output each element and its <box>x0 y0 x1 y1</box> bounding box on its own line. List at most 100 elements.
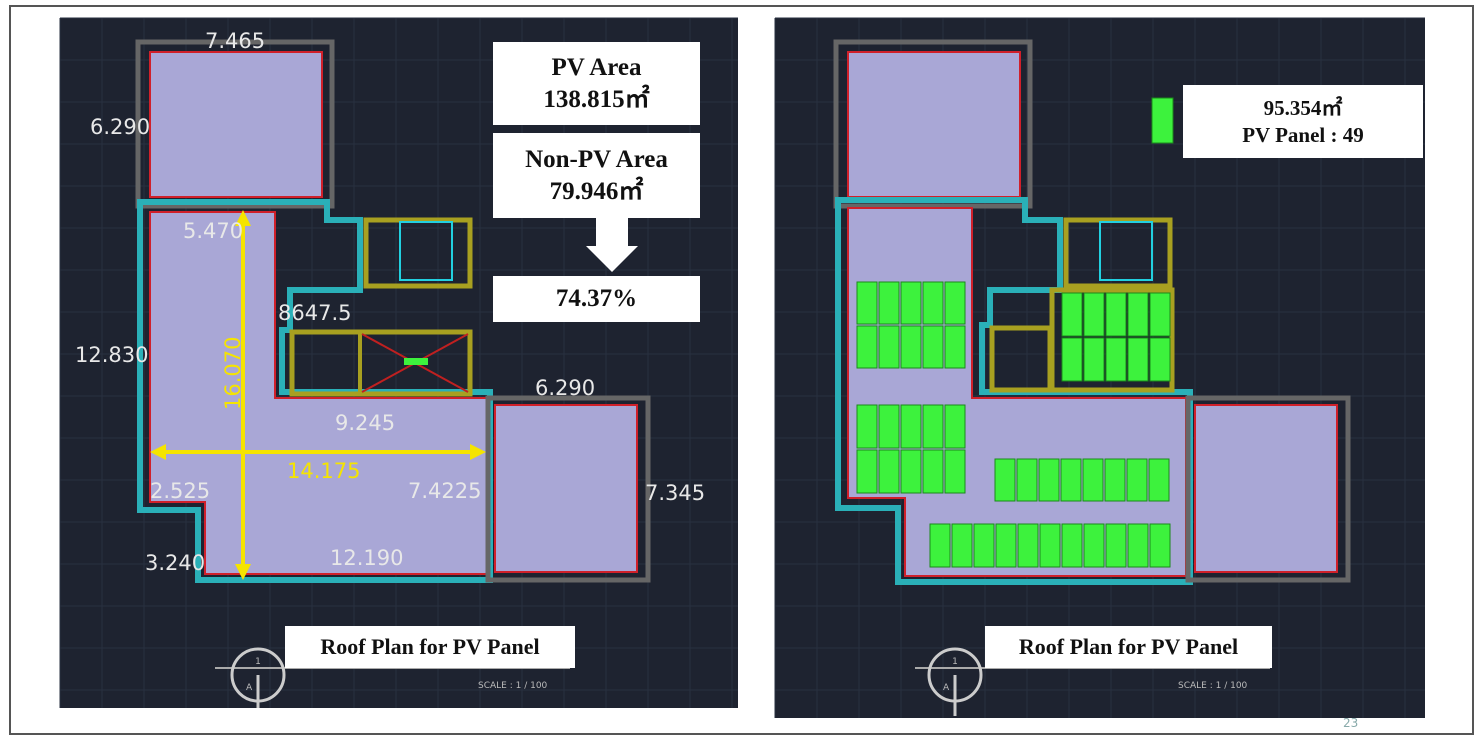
dim-label: 9.245 <box>335 411 395 435</box>
pv-panel <box>900 404 922 449</box>
dim-label: 6.290 <box>90 115 150 139</box>
roof-area-right <box>494 404 638 573</box>
pv-panel <box>1017 523 1039 568</box>
section-marker-letter: A <box>246 683 253 693</box>
stair-room <box>363 217 473 289</box>
roof-area-top <box>149 51 323 198</box>
pv-panel <box>1061 292 1083 337</box>
dim-label: 14.175 <box>287 459 360 483</box>
roof-area-right <box>1194 404 1338 573</box>
non-pv-area-box: Non-PV Area 79.946㎡ <box>493 133 700 218</box>
pv-panel <box>1105 292 1127 337</box>
pv-panel <box>1127 292 1149 337</box>
pv-panel <box>922 281 944 325</box>
pv-panel <box>878 325 900 369</box>
pv-panel <box>856 325 878 369</box>
pv-panel <box>878 404 900 449</box>
dim-label: 7.4225 <box>408 479 481 503</box>
left-roof-plan: 7.465 6.290 5.470 12.830 8647.5 16.070 9… <box>59 17 738 708</box>
pv-area-value: 138.815㎡ <box>543 85 650 113</box>
page-number: 23 <box>1343 716 1358 730</box>
pv-panel <box>1149 523 1171 568</box>
dim-label: 12.830 <box>75 343 148 367</box>
shaft-label <box>404 358 428 365</box>
pv-panel <box>995 523 1017 568</box>
scale-label: SCALE : 1 / 100 <box>1178 681 1248 691</box>
left-caption: Roof Plan for PV Panel <box>285 626 575 668</box>
scale-label: SCALE : 1 / 100 <box>478 681 548 691</box>
section-marker-letter: A <box>943 683 950 693</box>
pv-area-label: PV Area <box>551 54 642 82</box>
pv-panel <box>944 325 966 369</box>
dim-label: 3.240 <box>145 551 205 575</box>
pv-panel <box>1149 337 1171 382</box>
pv-panel <box>1105 523 1127 568</box>
parapet-main <box>137 199 493 583</box>
dim-label: 16.070 <box>221 337 245 410</box>
pv-panel <box>900 325 922 369</box>
pv-panel <box>1039 523 1061 568</box>
pv-panel <box>1126 458 1148 502</box>
section-marker-number: 1 <box>255 657 261 667</box>
parapet-main <box>835 197 1193 585</box>
down-arrow <box>586 246 638 272</box>
caption-text: Roof Plan for PV Panel <box>1018 634 1239 660</box>
pv-panel <box>1016 458 1038 502</box>
pv-panel <box>951 523 973 568</box>
pv-panel <box>1083 292 1105 337</box>
stair-room <box>1063 217 1173 289</box>
pv-panel <box>1127 337 1149 382</box>
pv-panel <box>878 449 900 494</box>
pv-panel <box>929 523 951 568</box>
dim-label: 2.525 <box>150 479 210 503</box>
pv-panel <box>856 449 878 494</box>
parapet-right-block <box>485 395 651 583</box>
pv-panel <box>1149 292 1171 337</box>
ratio-box: 74.37% <box>493 276 700 322</box>
pv-area-box: PV Area 138.815㎡ <box>493 42 700 125</box>
pv-panel <box>1061 523 1083 568</box>
pv-panel <box>856 281 878 325</box>
pv-panel <box>922 325 944 369</box>
pv-panel <box>944 404 966 449</box>
pv-panel <box>944 449 966 494</box>
stairs <box>1099 221 1153 281</box>
roof-area-top <box>847 51 1021 198</box>
pv-panel <box>922 404 944 449</box>
panel-area-value: 95.354㎡ <box>1263 96 1343 121</box>
pv-panel <box>944 281 966 325</box>
pv-panel-legend-box: 95.354㎡ PV Panel : 49 <box>1183 85 1423 158</box>
pv-panel <box>878 281 900 325</box>
panel-count: PV Panel : 49 <box>1242 122 1364 147</box>
pv-panel <box>994 458 1016 502</box>
dim-label: 7.465 <box>205 29 265 53</box>
figure-border <box>9 5 1474 735</box>
pv-panel <box>1060 458 1082 502</box>
right-caption: Roof Plan for PV Panel <box>985 626 1272 668</box>
pv-panel <box>1083 523 1105 568</box>
pv-panel <box>1127 523 1149 568</box>
stairs <box>399 221 453 281</box>
pv-panel <box>900 449 922 494</box>
parapet-top-block <box>135 39 335 209</box>
non-pv-area-value: 79.946㎡ <box>549 177 644 205</box>
dim-label: 6.290 <box>535 376 595 400</box>
non-pv-area-label: Non-PV Area <box>525 146 668 174</box>
dim-label: 7.345 <box>645 481 705 505</box>
caption-text: Roof Plan for PV Panel <box>320 634 540 660</box>
pv-panel <box>1082 458 1104 502</box>
pv-panel <box>973 523 995 568</box>
dim-label: 12.190 <box>330 546 403 570</box>
pv-panel <box>1104 458 1126 502</box>
pv-panel <box>1038 458 1060 502</box>
pv-panel-array <box>856 281 1171 568</box>
legend-pv-panel-swatch <box>1151 97 1174 144</box>
pv-panel <box>856 404 878 449</box>
ratio-value: 74.37% <box>555 285 638 313</box>
dim-label: 8647.5 <box>278 301 351 325</box>
pv-panel <box>1083 337 1105 382</box>
pv-panel <box>900 281 922 325</box>
dim-label: 5.470 <box>183 219 243 243</box>
pv-panel <box>1148 458 1170 502</box>
pv-panel <box>1061 337 1083 382</box>
